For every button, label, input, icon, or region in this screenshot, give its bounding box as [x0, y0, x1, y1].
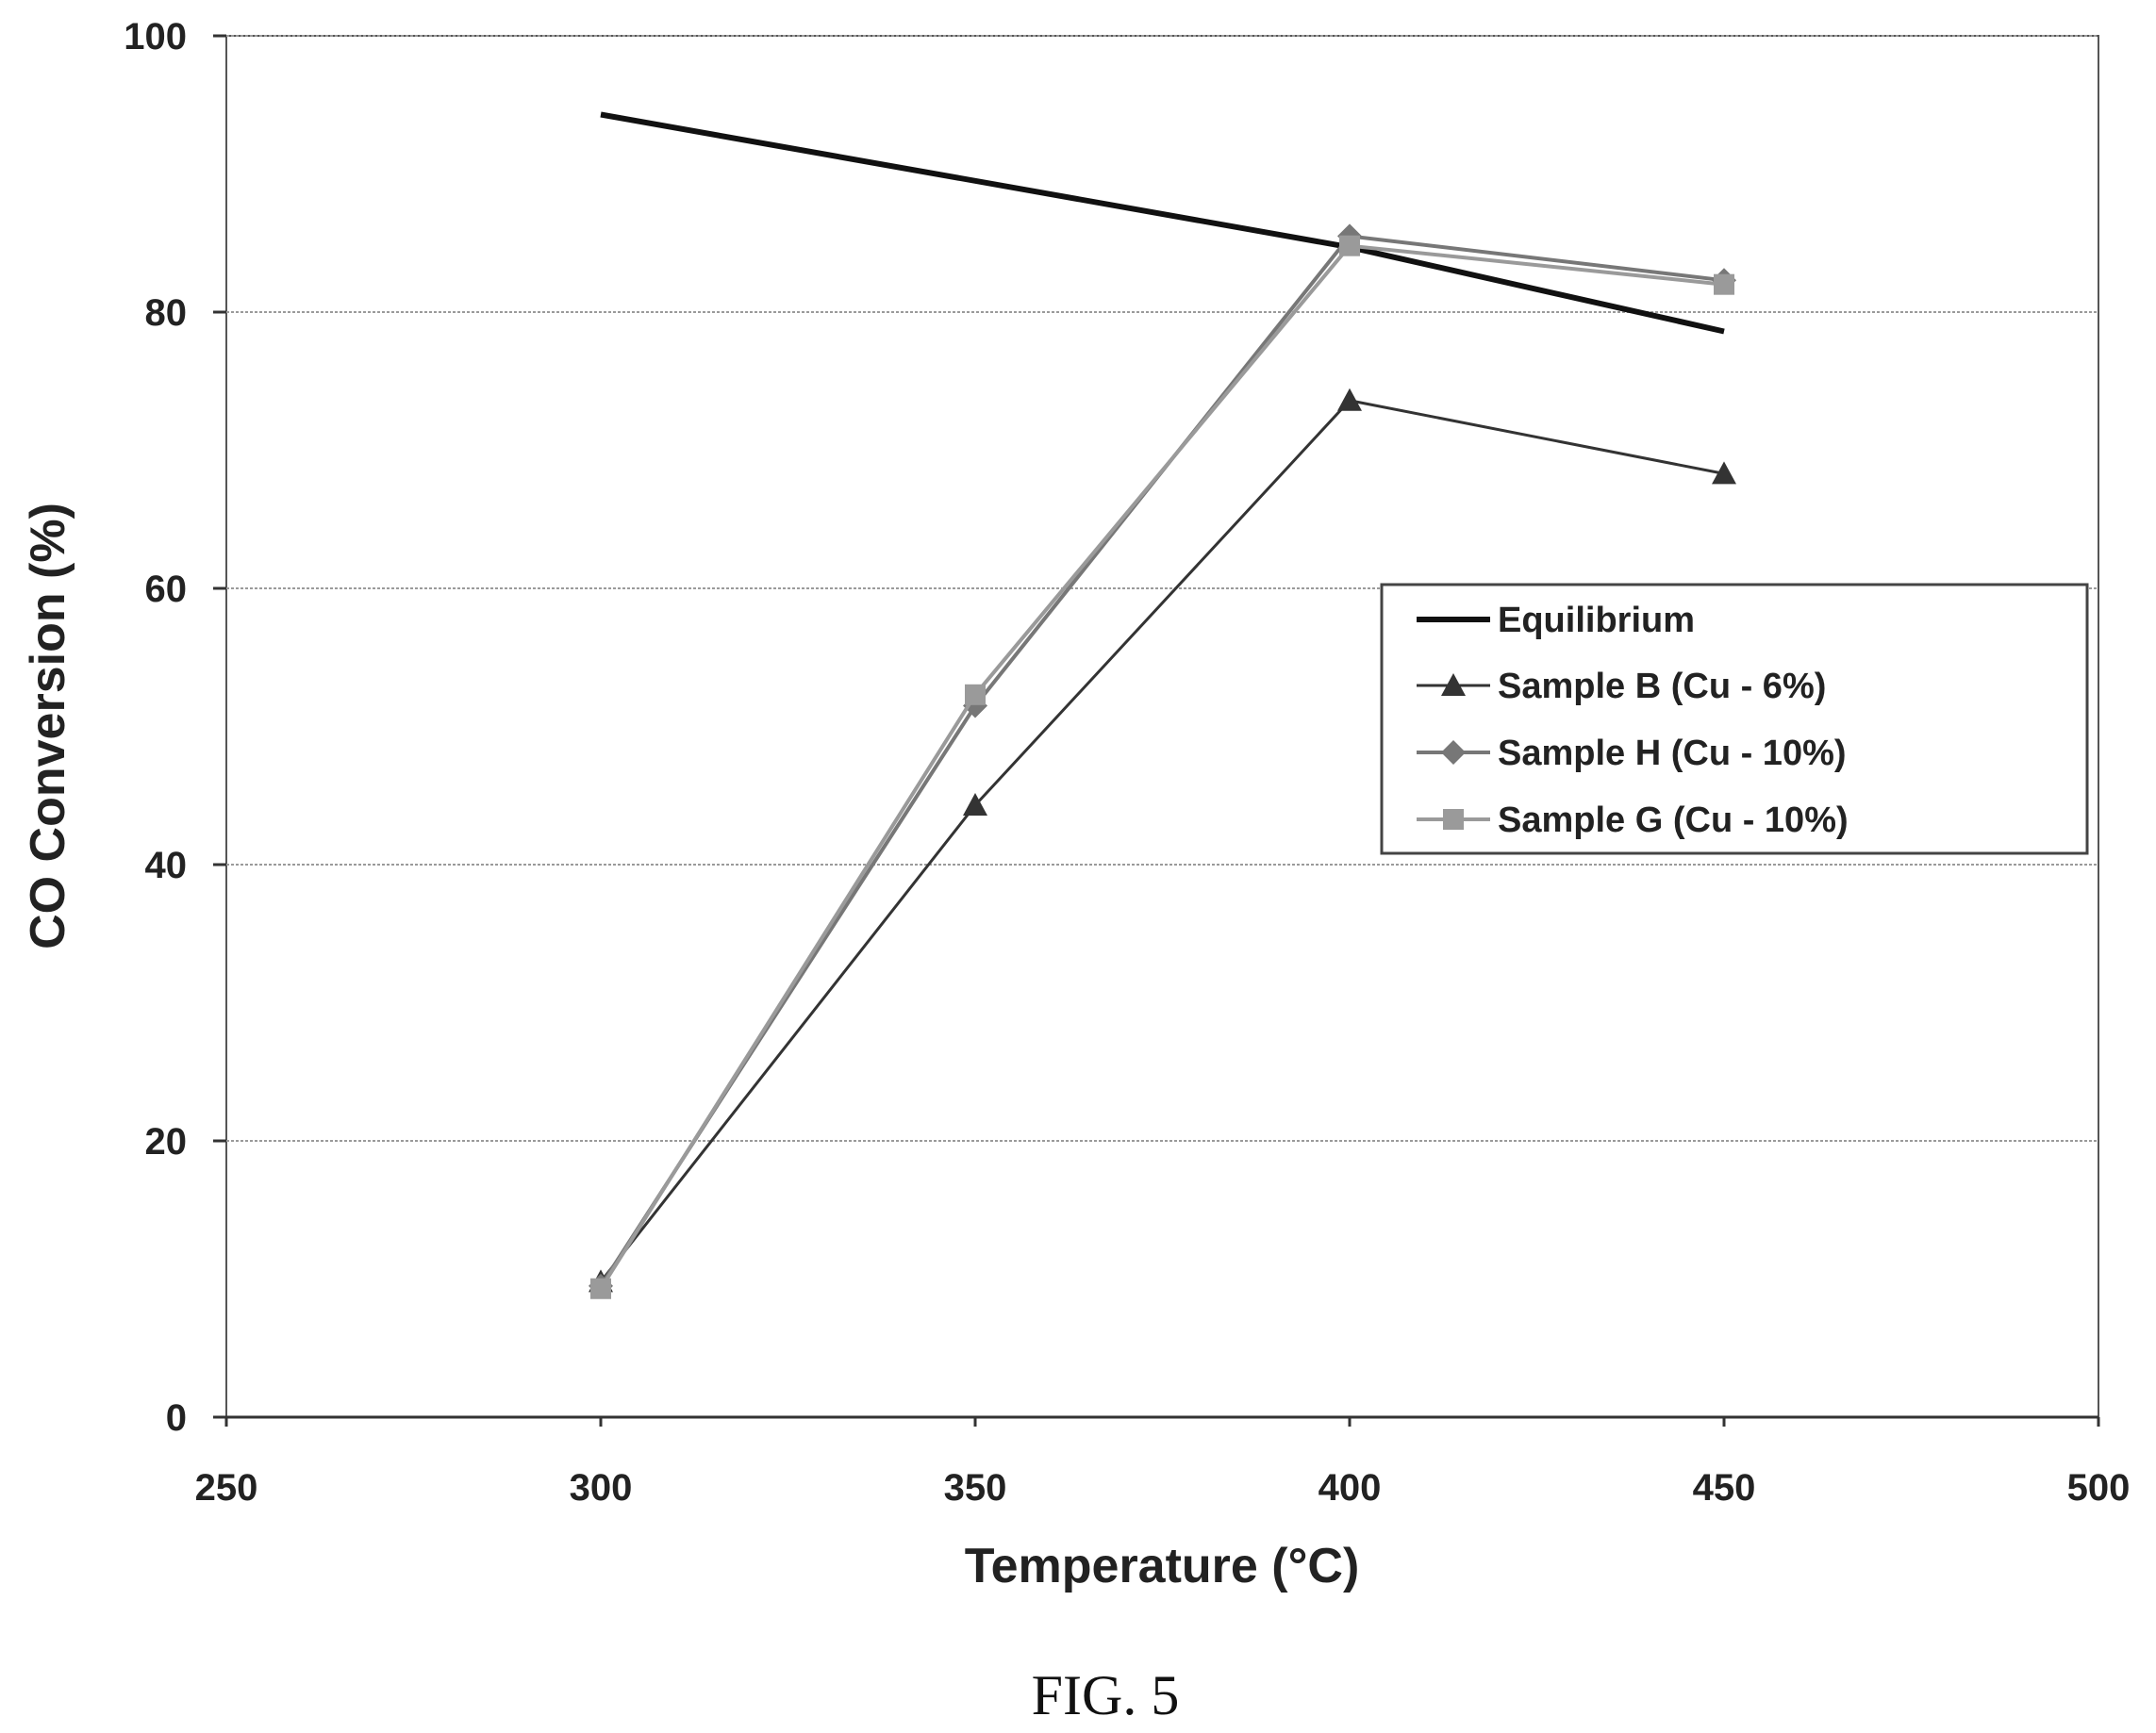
data-point [1339, 235, 1360, 256]
legend-item: Equilibrium [1417, 601, 1695, 640]
y-tick-labels: 0 20 40 60 80 100 [124, 16, 226, 1439]
legend: Equilibrium Sample B (Cu - 6%) Sample H (C… [1380, 583, 2089, 855]
legend-item: Sample H (Cu - 10%) [1417, 734, 1847, 773]
series-layer [589, 111, 1736, 1299]
data-point [1714, 273, 1734, 295]
gridlines [226, 35, 2098, 1142]
series-line [599, 399, 1725, 1283]
legend-item: Sample G (Cu - 10%) [1417, 800, 1849, 840]
y-axis-title: CO Conversion (%) [21, 503, 75, 949]
data-point [590, 1278, 611, 1299]
legend-label: Sample H (Cu - 10%) [1498, 734, 1847, 773]
y-tick-label: 100 [124, 16, 187, 58]
x-tick-label: 350 [944, 1467, 1007, 1509]
y-tick-label: 60 [145, 569, 188, 610]
x-tick-label: 500 [2067, 1467, 2131, 1509]
x-tick-label: 300 [570, 1467, 633, 1509]
data-point [1337, 388, 1362, 411]
legend-label: Sample B (Cu - 6%) [1498, 667, 1826, 706]
x-axis-title: Temperature (°C) [965, 1539, 1360, 1593]
y-tick-label: 0 [166, 1397, 187, 1439]
figure-caption: FIG. 5 [1032, 1664, 1180, 1726]
legend-marker [1441, 673, 1466, 696]
legend-label: Sample G (Cu - 10%) [1498, 800, 1849, 840]
legend-marker [1441, 740, 1466, 765]
x-tick-label: 450 [1693, 1467, 1756, 1509]
y-tick-label: 20 [145, 1121, 188, 1163]
legend-marker [1443, 809, 1464, 830]
data-point [965, 684, 986, 705]
legend-box [1380, 583, 2089, 855]
series-line [599, 243, 1725, 1290]
data-point [963, 793, 987, 817]
legend-label: Equilibrium [1498, 601, 1695, 640]
series-3 [590, 235, 1734, 1299]
y-tick-label: 40 [145, 845, 188, 886]
x-tick-label: 250 [195, 1467, 258, 1509]
x-tick-label: 400 [1318, 1467, 1382, 1509]
data-point [1712, 461, 1736, 485]
legend-item: Sample B (Cu - 6%) [1417, 667, 1826, 706]
x-tick-labels: 250 300 350 400 450 500 [195, 1417, 2131, 1509]
y-tick-label: 80 [145, 292, 188, 334]
